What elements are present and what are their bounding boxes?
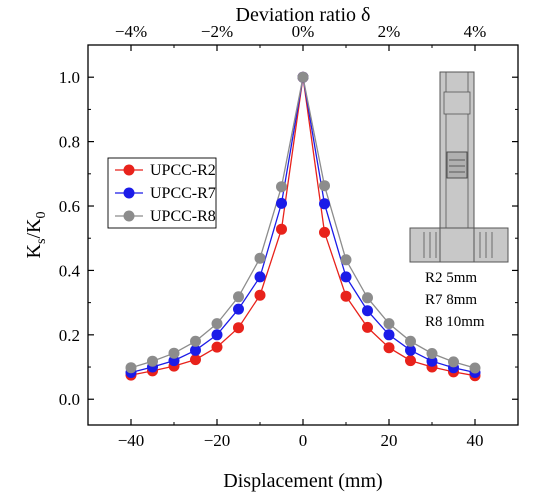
- data-point: [362, 305, 373, 317]
- data-point: [276, 197, 287, 209]
- legend-entry-r2: UPCC-R2: [115, 162, 216, 179]
- legend-entry-r8: UPCC-R8: [115, 208, 216, 225]
- data-point: [233, 303, 244, 315]
- legend-label: UPCC-R2: [150, 162, 216, 179]
- top-x-tick-label: −2%: [201, 22, 233, 41]
- data-point: [190, 354, 201, 366]
- data-point: [254, 289, 266, 301]
- legend-label: UPCC-R8: [150, 208, 216, 225]
- data-point: [276, 223, 287, 235]
- y-tick-label: 1.0: [59, 68, 80, 87]
- y-axis-title-sub2: 0: [34, 212, 49, 219]
- ticks: −40 −4% −20 −2% 0 0% 20 2% 40 4% 0.0 0.2 0.4 0.6 0.8 1.…: [59, 22, 518, 450]
- top-x-axis-title: Deviation ratio δ: [236, 4, 371, 26]
- data-point: [405, 344, 416, 356]
- x-tick-label: −20: [204, 431, 231, 450]
- x-tick-label: 0: [299, 431, 308, 450]
- data-point: [362, 292, 373, 304]
- legend-label: UPCC-R7: [150, 185, 216, 202]
- spec-annotation: R2 5mm R7 8mm R8 10mm: [425, 270, 485, 330]
- legend-swatch-marker: [123, 210, 135, 222]
- y-axis-title-slash: /K: [23, 218, 45, 239]
- data-point: [233, 322, 244, 334]
- data-point: [254, 252, 266, 264]
- data-point: [233, 291, 244, 303]
- spec-line-r7: R7 8mm: [425, 292, 477, 308]
- series-points: [125, 71, 481, 382]
- y-tick-label: 0.2: [59, 326, 80, 345]
- data-point: [211, 341, 223, 353]
- data-point: [211, 318, 223, 330]
- top-x-tick-label: −4%: [115, 22, 147, 41]
- data-point: [362, 321, 373, 333]
- data-point: [168, 347, 180, 359]
- legend-swatch-marker: [123, 187, 135, 199]
- top-x-tick-label: 4%: [464, 22, 487, 41]
- data-point: [319, 226, 330, 238]
- x-tick-label: 40: [467, 431, 484, 450]
- y-axis-title-k: K: [23, 243, 45, 258]
- legend-swatch-marker: [123, 164, 135, 176]
- y-tick-label: 0.8: [59, 133, 80, 152]
- specimen-joint: [446, 151, 468, 179]
- y-axis-title-sub1: s: [34, 239, 49, 244]
- y-tick-label: 0.4: [59, 261, 81, 280]
- y-tick-label: 0.6: [59, 197, 80, 216]
- data-point: [426, 348, 438, 359]
- spec-line-r2: R2 5mm: [425, 270, 477, 286]
- data-point: [276, 181, 287, 193]
- data-point: [383, 342, 395, 354]
- specimen-column-cap: [443, 91, 471, 115]
- data-point: [340, 271, 352, 283]
- x-tick-label: 20: [381, 431, 398, 450]
- specimen-illustration: [409, 71, 509, 263]
- data-point: [211, 329, 223, 341]
- data-point: [254, 271, 266, 283]
- data-point: [448, 356, 459, 368]
- data-point: [190, 344, 201, 356]
- data-point: [319, 180, 330, 192]
- data-point: [426, 355, 438, 367]
- data-point: [147, 355, 158, 367]
- data-point: [319, 198, 330, 210]
- data-point: [469, 362, 481, 374]
- data-point: [383, 318, 395, 330]
- data-point: [405, 335, 416, 347]
- spec-line-r8: R8 10mm: [425, 314, 485, 330]
- data-point: [297, 71, 309, 83]
- specimen-column-lower: [439, 227, 475, 263]
- top-x-tick-label: 0%: [292, 22, 315, 41]
- data-point: [340, 290, 352, 302]
- legend-entry-r7: UPCC-R7: [115, 185, 216, 202]
- x-axis-title: Displacement (mm): [223, 470, 382, 492]
- data-point: [190, 335, 201, 347]
- legend: UPCC-R2 UPCC-R7 UPCC-R8: [107, 157, 217, 229]
- y-tick-label: 0.0: [59, 390, 80, 409]
- data-point: [340, 254, 352, 266]
- top-x-tick-label: 2%: [378, 22, 401, 41]
- data-point: [405, 355, 416, 367]
- data-point: [125, 362, 137, 374]
- y-axis-title: Ks/K0: [23, 212, 49, 259]
- data-point: [383, 329, 395, 341]
- x-tick-label: −40: [118, 431, 145, 450]
